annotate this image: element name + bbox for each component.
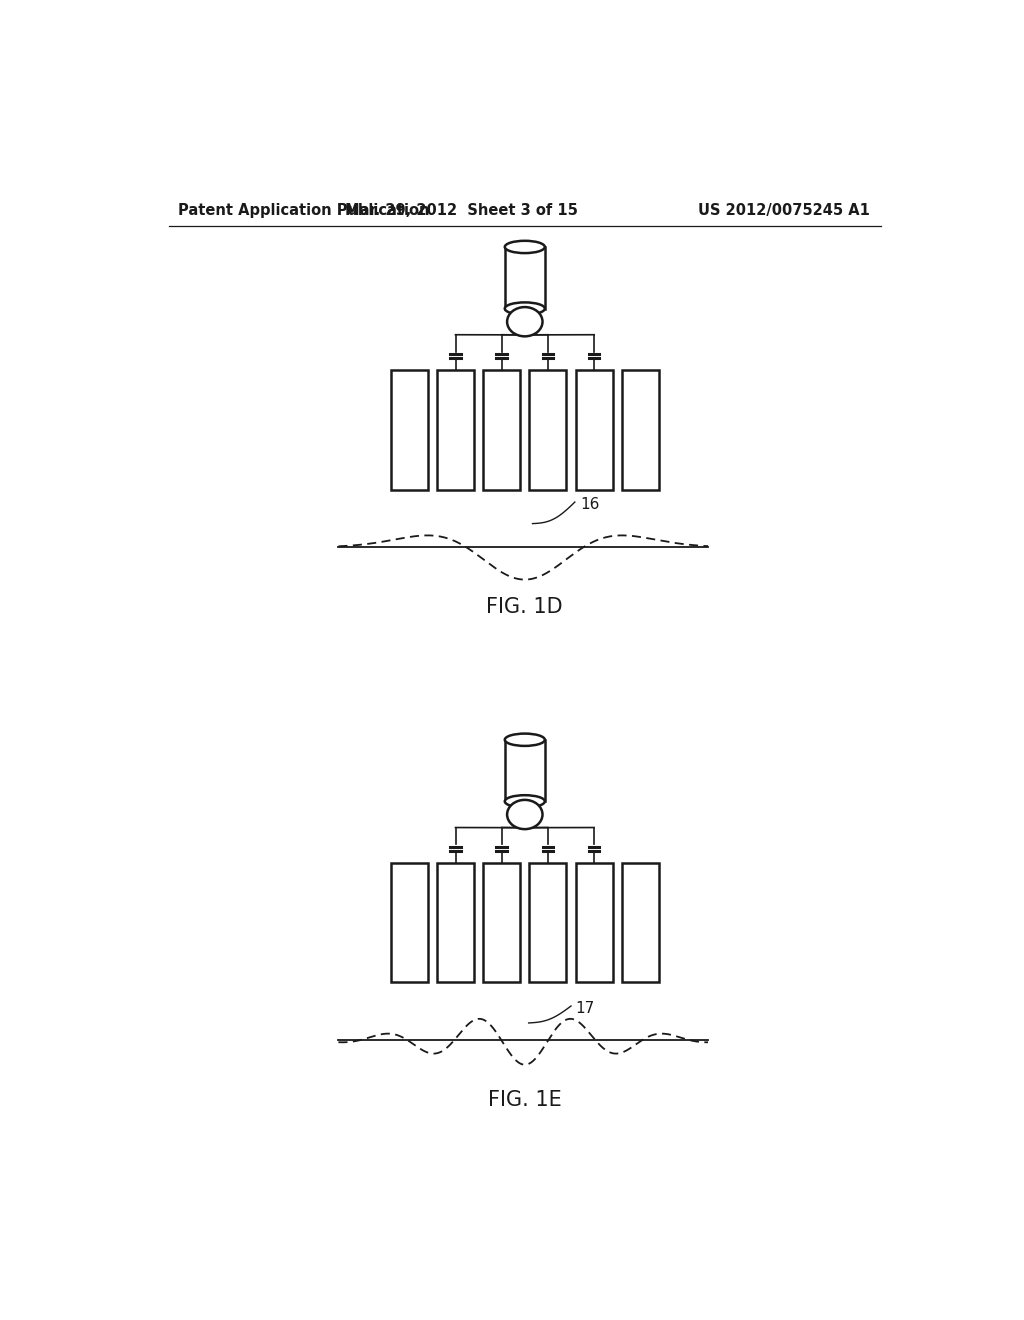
Bar: [622, 370, 658, 490]
Text: US 2012/0075245 A1: US 2012/0075245 A1: [698, 203, 869, 218]
Bar: [483, 863, 520, 982]
Text: FIG. 1E: FIG. 1E: [487, 1089, 562, 1110]
Bar: [391, 370, 428, 490]
Text: FIG. 1D: FIG. 1D: [486, 597, 563, 616]
Bar: [437, 863, 474, 982]
Bar: [575, 370, 612, 490]
Bar: [391, 863, 428, 982]
Text: 16: 16: [581, 496, 600, 512]
Ellipse shape: [505, 734, 545, 746]
Bar: [529, 863, 566, 982]
Bar: [505, 247, 545, 309]
Bar: [529, 370, 566, 490]
Text: Patent Application Publication: Patent Application Publication: [178, 203, 430, 218]
Bar: [622, 863, 658, 982]
Text: Mar. 29, 2012  Sheet 3 of 15: Mar. 29, 2012 Sheet 3 of 15: [345, 203, 579, 218]
Bar: [437, 370, 474, 490]
Bar: [483, 370, 520, 490]
Bar: [575, 863, 612, 982]
Ellipse shape: [507, 800, 543, 829]
Ellipse shape: [507, 308, 543, 337]
Ellipse shape: [505, 302, 545, 314]
Ellipse shape: [505, 795, 545, 808]
Text: 17: 17: [575, 1001, 595, 1016]
Bar: [505, 739, 545, 801]
Ellipse shape: [505, 240, 545, 253]
